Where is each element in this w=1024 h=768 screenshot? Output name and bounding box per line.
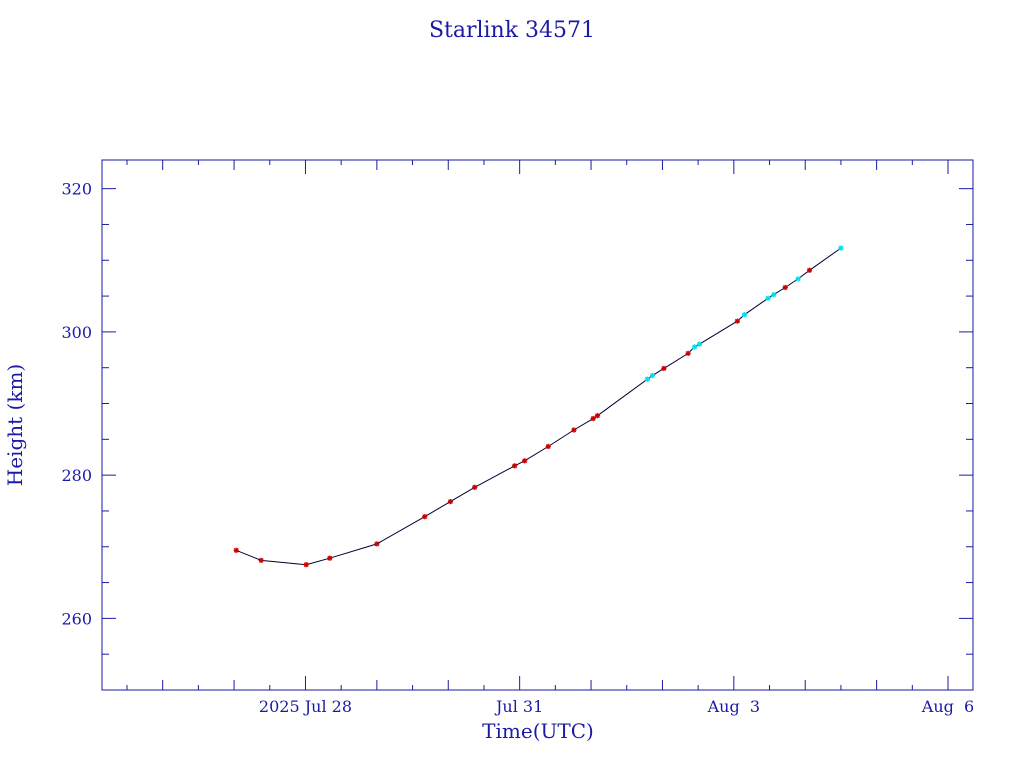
y-tick-label: 300 [61, 323, 92, 342]
data-point-marker [422, 514, 428, 520]
data-point-marker [303, 562, 309, 568]
data-point-marker [472, 484, 478, 490]
x-tick-label: Jul 31 [494, 697, 543, 716]
data-point-marker [545, 443, 551, 450]
data-point-marker [258, 557, 264, 563]
data-point-marker [771, 292, 777, 298]
data-point-marker [685, 350, 691, 356]
data-point-marker [649, 372, 656, 379]
axis-ticks [102, 160, 973, 691]
y-tick-label: 260 [61, 609, 92, 628]
data-point-marker [806, 267, 813, 273]
data-point-marker [795, 276, 801, 282]
data-point-marker [661, 365, 667, 372]
data-point-marker [691, 344, 698, 350]
data-markers [233, 245, 844, 568]
y-tick-label: 280 [61, 466, 92, 485]
data-point-marker [590, 415, 596, 422]
height-series-line [236, 247, 842, 566]
data-point-marker [734, 318, 741, 324]
data-point-marker [522, 458, 528, 464]
chart-title: Starlink 34571 [429, 18, 595, 43]
data-point-marker [644, 376, 651, 382]
data-point-marker [374, 541, 380, 547]
data-point-marker [571, 427, 577, 433]
x-tick-label: 2025 Jul 28 [259, 697, 352, 716]
x-tick-label: Aug 3 [707, 697, 760, 716]
y-axis-label: Height (km) [3, 364, 27, 486]
y-tick-label: 320 [61, 180, 92, 199]
data-point-marker [233, 547, 239, 553]
data-point-marker [741, 312, 748, 318]
x-axis-label: Time(UTC) [482, 719, 594, 743]
data-point-marker [696, 341, 703, 347]
plot-frame [101, 159, 974, 691]
data-point-marker [838, 245, 844, 251]
data-point-marker [594, 413, 601, 419]
data-point-marker [512, 463, 518, 469]
data-point-marker [327, 555, 333, 561]
data-point-marker [765, 295, 771, 301]
x-tick-label: Aug 6 [921, 697, 974, 716]
axis-tick-labels: 260 280 300 320 2025 Jul 28 Jul 31 Aug 3 Aug 6 [61, 180, 974, 716]
data-point-marker [782, 284, 788, 291]
data-point-marker [447, 499, 453, 505]
